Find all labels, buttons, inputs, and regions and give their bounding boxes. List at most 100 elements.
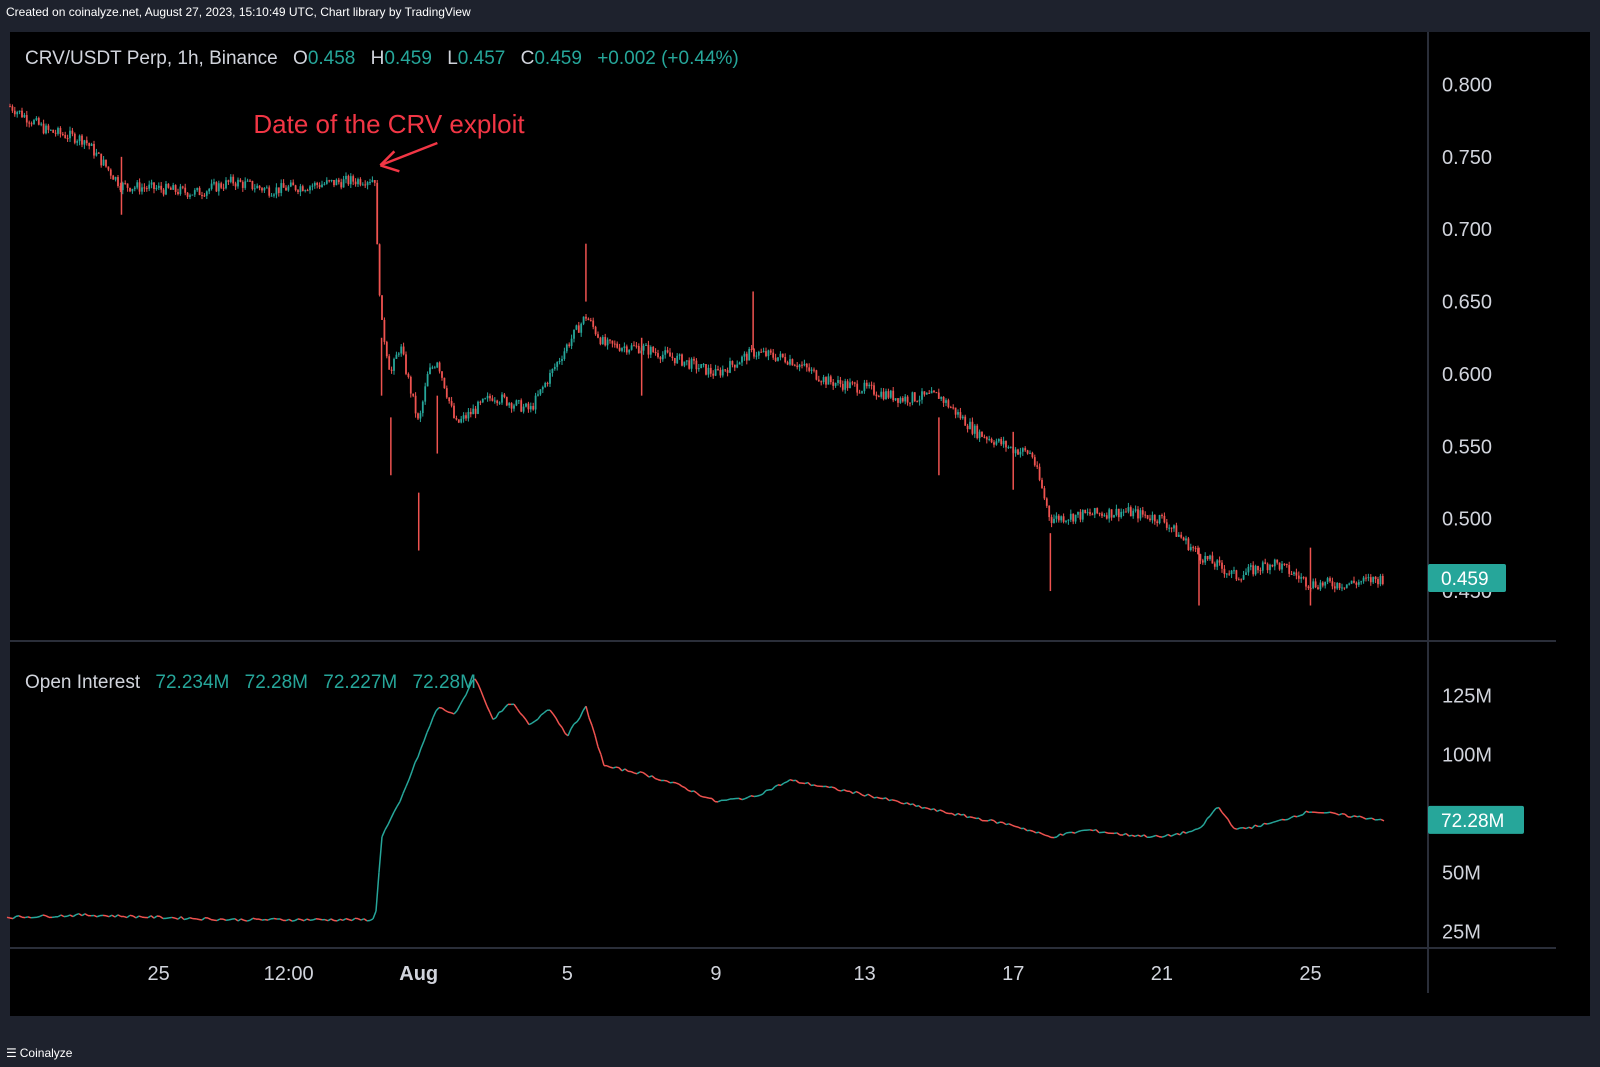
candle-body — [57, 128, 59, 134]
candle-body — [193, 190, 196, 195]
oi-segment — [939, 809, 944, 812]
candle-body — [1189, 547, 1192, 551]
candle-body — [546, 383, 549, 385]
candle-body — [966, 425, 969, 430]
oi-segment — [9, 917, 14, 920]
candle-body — [1084, 509, 1087, 513]
candle-body — [517, 400, 520, 402]
candle-body — [1329, 578, 1331, 582]
candle-body — [882, 391, 885, 400]
candle-body — [215, 182, 218, 192]
oi-segment — [1116, 832, 1121, 836]
change-value: +0.002 (+0.44%) — [597, 48, 739, 69]
candle-body — [126, 183, 129, 188]
candle-body — [181, 186, 184, 188]
candle-body — [323, 183, 326, 185]
candle-body — [265, 187, 268, 189]
oi-segment — [1290, 815, 1295, 819]
oi-segment — [876, 796, 881, 799]
candle-body — [1050, 517, 1053, 523]
oi-segment — [1128, 834, 1133, 837]
candle-body — [918, 399, 921, 402]
candle-body — [378, 244, 381, 296]
candle-body — [484, 398, 487, 400]
oi-legend-value-4: 72.28M — [413, 672, 476, 693]
candle-body — [1009, 446, 1012, 448]
oi-segment — [111, 914, 116, 918]
candle-body — [445, 388, 448, 398]
oi-segment — [1164, 833, 1169, 837]
candle-body — [1161, 515, 1163, 517]
candle-body — [909, 402, 911, 404]
candle-body — [990, 438, 993, 443]
candle-body — [580, 323, 583, 333]
oi-segment — [912, 803, 917, 807]
oi-segment — [1335, 812, 1340, 816]
oi-segment — [519, 712, 524, 717]
price-chart[interactable]: CRV/USDT Perp, 1h, Binance O0.458 H0.459… — [0, 0, 1600, 1040]
oi-segment — [1230, 824, 1235, 829]
candle-body — [421, 401, 424, 414]
candle-body — [700, 364, 703, 369]
candle-body — [1192, 547, 1195, 549]
candle-body — [1122, 511, 1125, 513]
candle-body — [577, 325, 580, 333]
candle-body — [474, 408, 477, 414]
oi-segment — [459, 699, 464, 706]
candle-body — [604, 337, 607, 346]
candle-body — [268, 187, 271, 196]
oi-segment — [1047, 835, 1052, 839]
candle-body — [712, 373, 715, 376]
oi-tick-label: 100M — [1442, 744, 1492, 766]
oi-segment — [1221, 811, 1226, 817]
candle-body — [856, 383, 859, 393]
oi-segment — [1218, 807, 1223, 813]
candle-body — [985, 437, 988, 440]
candle-body — [642, 345, 645, 351]
oi-segment — [495, 712, 500, 719]
oi-segment — [858, 792, 863, 796]
candle-body — [349, 176, 352, 185]
candle-body — [453, 405, 455, 419]
oi-segment — [1185, 831, 1190, 834]
oi-segment — [453, 710, 458, 715]
hamburger-menu-icon[interactable]: ☰ — [6, 1046, 17, 1060]
time-axis[interactable]: 25 12:00 Aug 5 9 13 17 21 25 — [147, 963, 1321, 985]
candle-body — [621, 348, 623, 351]
oi-segment — [288, 918, 293, 922]
candle-body — [210, 183, 213, 189]
candle-body — [429, 367, 431, 375]
oi-segment — [927, 807, 932, 811]
candle-body — [861, 391, 863, 393]
oi-segment — [42, 914, 47, 917]
candle-body — [227, 180, 230, 182]
oi-segment — [285, 918, 290, 922]
oi-segment — [129, 914, 134, 917]
candle-body — [1127, 507, 1130, 512]
candle-body — [129, 187, 131, 192]
candle-body — [294, 185, 297, 191]
candle-body — [1110, 509, 1113, 518]
oi-segment — [393, 806, 398, 813]
candle-body — [1252, 565, 1255, 575]
candle-body — [1360, 581, 1363, 583]
candle-body — [1221, 562, 1223, 569]
oi-segment — [1188, 830, 1193, 833]
oi-segment — [738, 797, 743, 801]
oi-segment — [903, 802, 908, 805]
candle-body — [436, 362, 439, 368]
oi-segment — [75, 913, 80, 916]
candle-body — [822, 377, 825, 383]
oi-segment — [624, 768, 629, 772]
oi-segment — [372, 910, 377, 920]
candle-body — [1187, 538, 1190, 551]
oi-axis[interactable]: 125M 100M 50M 25M — [1442, 685, 1492, 943]
candle-body — [393, 358, 395, 371]
candle-body — [33, 120, 35, 125]
candle-body — [1254, 565, 1257, 575]
oi-segment — [1044, 834, 1049, 837]
candle-body — [1103, 515, 1106, 517]
candle-body — [1321, 582, 1324, 586]
candle-body — [174, 185, 177, 192]
